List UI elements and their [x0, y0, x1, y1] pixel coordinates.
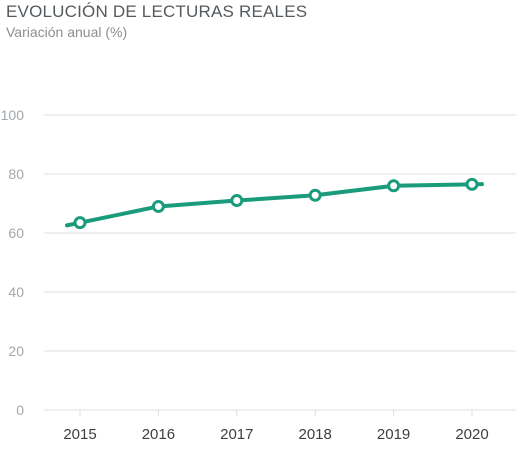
x-tick-label: 2015 — [63, 426, 96, 443]
x-tick-label: 2016 — [142, 426, 175, 443]
data-point-2017 — [230, 194, 244, 208]
chart-title: EVOLUCIÓN DE LECTURAS REALES — [6, 2, 308, 21]
x-tick-label: 2018 — [299, 426, 332, 443]
data-point-2020 — [465, 177, 479, 191]
x-axis-ticks: 2015 2016 2017 2018 2019 2020 — [63, 410, 489, 443]
y-tick-label: 0 — [16, 402, 24, 418]
y-tick-label: 100 — [1, 107, 25, 123]
series-line — [65, 182, 484, 228]
x-tick-label: 2020 — [455, 426, 488, 443]
y-tick-label: 20 — [8, 343, 24, 359]
x-tick-label: 2017 — [220, 426, 253, 443]
data-markers — [73, 177, 479, 230]
data-point-2018 — [308, 188, 322, 202]
y-axis-ticks: 0 20 40 60 80 100 — [1, 107, 25, 418]
x-tick-label: 2019 — [377, 426, 410, 443]
chart-subtitle: Variación anual (%) — [6, 24, 128, 40]
y-tick-label: 40 — [8, 284, 24, 300]
series-path — [65, 182, 484, 228]
y-tick-label: 80 — [8, 166, 24, 182]
data-point-2016 — [151, 199, 165, 213]
data-point-2015 — [73, 216, 87, 230]
data-point-2019 — [387, 179, 401, 193]
y-tick-label: 60 — [8, 225, 24, 241]
grid-lines — [44, 114, 516, 411]
